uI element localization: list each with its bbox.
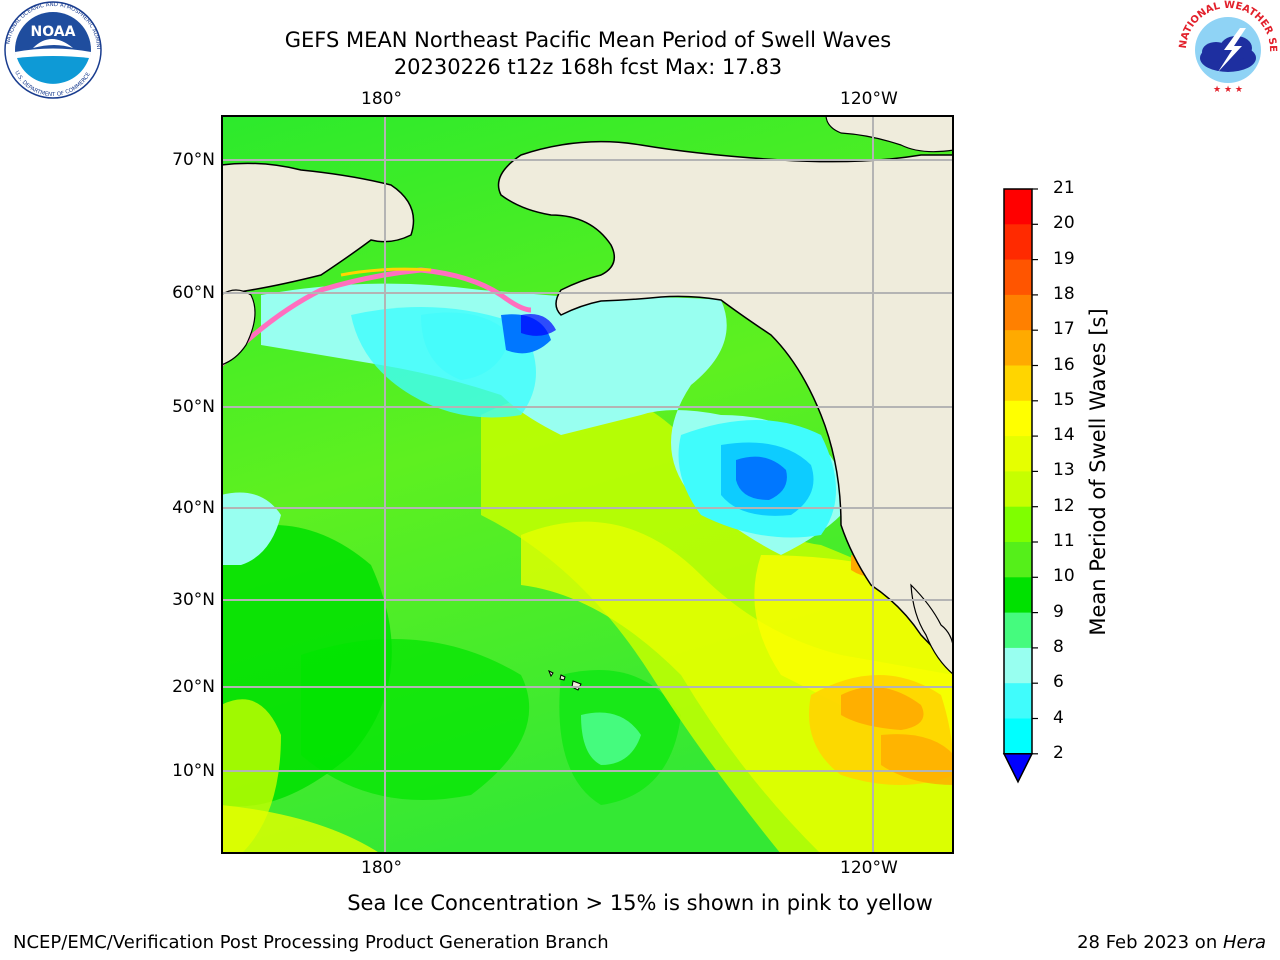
colorbar-tick-label: 18 — [1053, 283, 1075, 304]
land-siberia — [221, 162, 415, 296]
map-graticule — [221, 115, 954, 854]
chart-title: GEFS MEAN Northeast Pacific Mean Period … — [284, 28, 892, 52]
chart-subtitle: 20230226 t12z 168h fcst Max: 17.83 — [393, 55, 783, 79]
colorbar-tick-label: 12 — [1053, 495, 1075, 516]
run-date: 28 Feb 2023 on Hera — [1077, 932, 1266, 953]
colorbar-swatch — [1004, 224, 1032, 261]
colorbar-swatch — [1004, 612, 1032, 649]
colorbar-tick-label: 10 — [1053, 566, 1075, 587]
credit-text: NCEP/EMC/Verification Post Processing Pr… — [13, 932, 609, 953]
colorbar-swatch — [1004, 647, 1032, 684]
colorbar-tick-label: 2 — [1053, 742, 1064, 763]
colorbar-tick-label: 6 — [1053, 672, 1064, 693]
colorbar-tick-label: 20 — [1053, 213, 1075, 234]
lon-label-top-120w: 120°W — [840, 89, 898, 109]
colorbar-swatch — [1004, 506, 1032, 543]
colorbar-swatch — [1004, 294, 1032, 331]
colorbar-tick-label: 16 — [1053, 354, 1075, 375]
colorbar — [1000, 185, 1040, 785]
svg-text:★ ★ ★: ★ ★ ★ — [1213, 85, 1243, 95]
colorbar-swatch — [1004, 471, 1032, 508]
lat-label-50n: 50°N — [172, 397, 215, 417]
land-north-america — [497, 140, 954, 677]
colorbar-swatch — [1004, 400, 1032, 437]
colorbar-swatch — [1004, 718, 1032, 755]
lon-label-bottom-120w: 120°W — [840, 858, 898, 878]
colorbar-tick-label: 17 — [1053, 319, 1075, 340]
sea-ice-note: Sea Ice Concentration > 15% is shown in … — [347, 891, 933, 915]
lat-label-10n: 10°N — [172, 761, 215, 781]
colorbar-tick-label: 8 — [1053, 636, 1064, 657]
nws-logo-icon: NATIONAL WEATHER SERVICE ★ ★ ★ — [1174, 0, 1278, 98]
colorbar-label: Mean Period of Swell Waves [s] — [1086, 308, 1110, 636]
colorbar-swatches — [1002, 188, 1038, 784]
noaa-logo: NOAA NATIONAL OCEANIC AND ATMOSPHERIC AD… — [0, 0, 103, 100]
colorbar-tick-label: 19 — [1053, 248, 1075, 269]
colorbar-swatch — [1004, 189, 1032, 225]
colorbar-swatch — [1004, 436, 1032, 472]
map-panel — [221, 115, 954, 854]
colorbar-tick-label: 9 — [1053, 601, 1064, 622]
lat-label-40n: 40°N — [172, 498, 215, 518]
noaa-logo-text: NOAA — [31, 24, 76, 40]
colorbar-extend-arrow — [1002, 753, 1034, 784]
colorbar-tick-label: 13 — [1053, 460, 1075, 481]
colorbar-tick-label: 4 — [1053, 707, 1064, 728]
colorbar-tick-label: 21 — [1053, 178, 1075, 198]
colorbar-swatch — [1004, 542, 1032, 578]
wave-period-map — [221, 115, 954, 854]
lat-label-30n: 30°N — [172, 590, 215, 610]
lat-label-60n: 60°N — [172, 283, 215, 303]
lon-label-top-180: 180° — [361, 89, 402, 109]
machine-name: Hera — [1222, 932, 1266, 953]
lon-label-bottom-180: 180° — [361, 858, 402, 878]
colorbar-swatch — [1004, 259, 1032, 296]
colorbar-swatch — [1004, 330, 1032, 366]
lat-label-70n: 70°N — [172, 150, 215, 170]
colorbar-tick-label: 14 — [1053, 425, 1075, 446]
colorbar-swatch — [1004, 577, 1032, 614]
colorbar-tick-label: 11 — [1053, 531, 1075, 551]
colorbar-swatch — [1004, 365, 1032, 402]
nws-logo: NATIONAL WEATHER SERVICE ★ ★ ★ — [1174, 0, 1278, 100]
colorbar-tick-label: 15 — [1053, 389, 1075, 410]
run-date-text: 28 Feb 2023 on — [1077, 932, 1223, 953]
lat-label-20n: 20°N — [172, 677, 215, 697]
noaa-logo-icon: NOAA NATIONAL OCEANIC AND ATMOSPHERIC AD… — [0, 0, 102, 99]
colorbar-swatch — [1004, 683, 1032, 719]
